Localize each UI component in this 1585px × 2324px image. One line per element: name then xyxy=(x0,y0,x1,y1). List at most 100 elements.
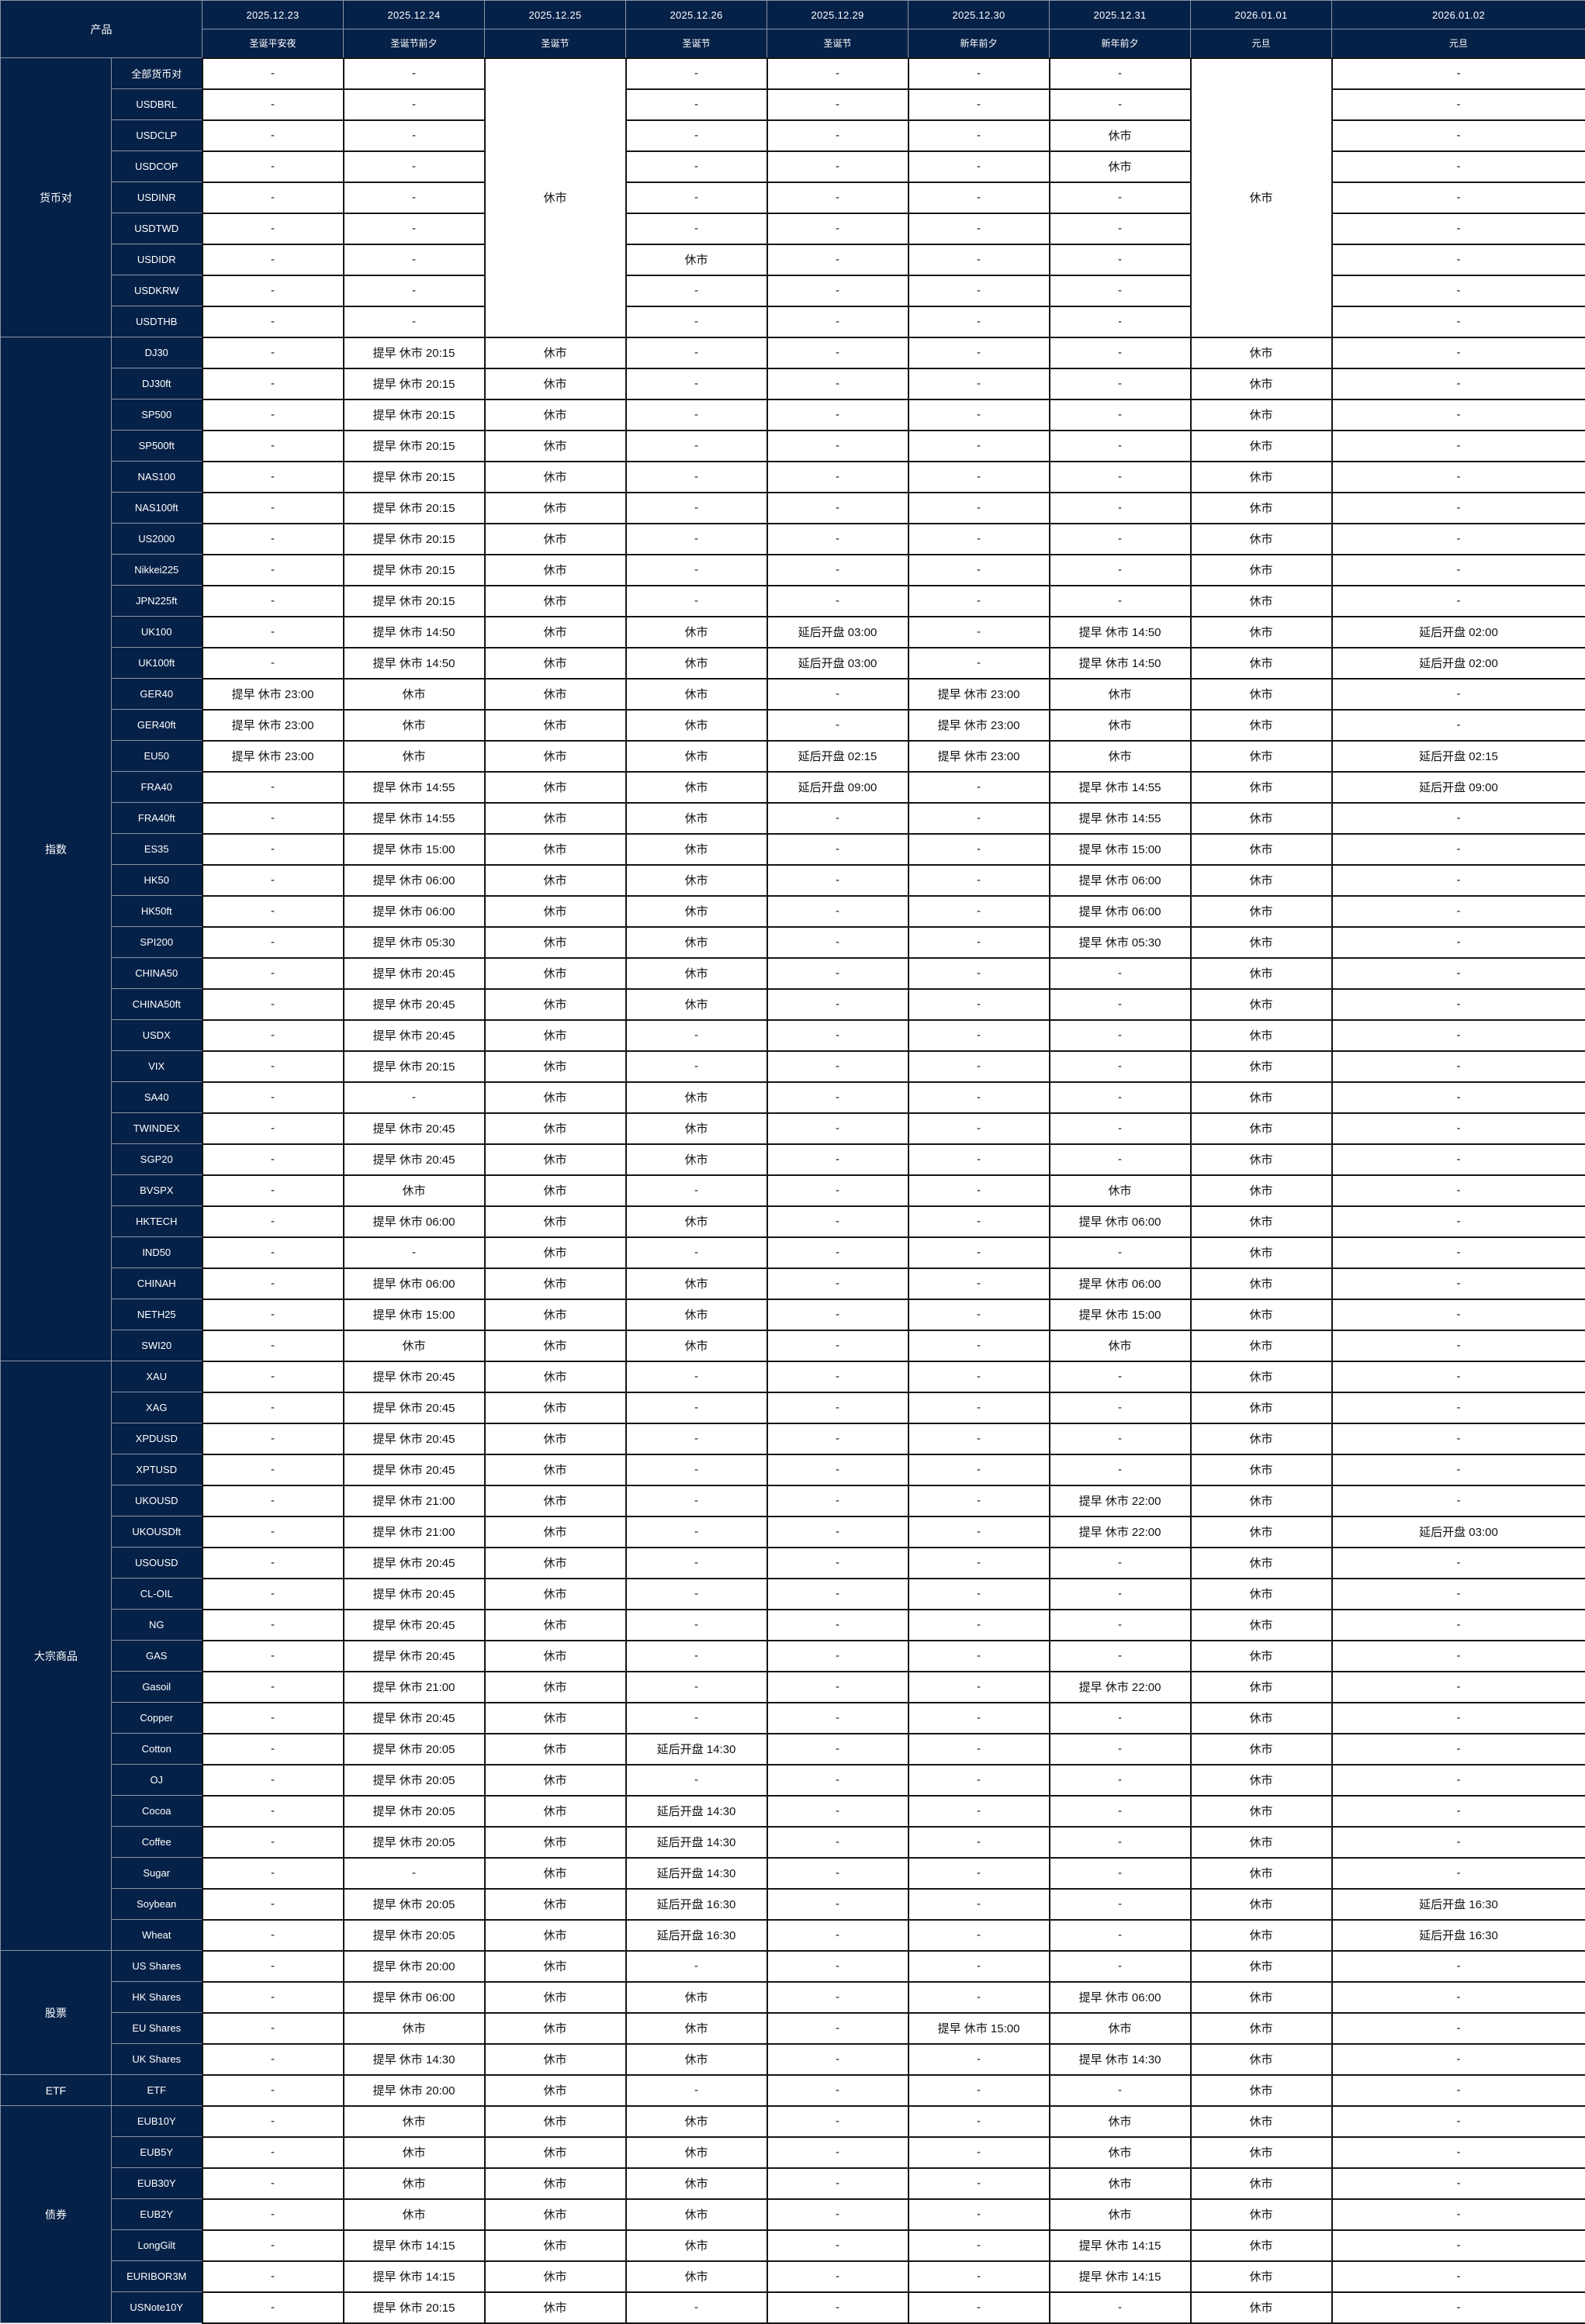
schedule-cell: 休市 xyxy=(1191,710,1332,741)
schedule-cell: 休市 xyxy=(485,1765,626,1796)
schedule-cell: - xyxy=(908,2230,1050,2261)
schedule-cell: - xyxy=(767,927,908,958)
schedule-cell: - xyxy=(202,989,344,1020)
schedule-cell: - xyxy=(202,493,344,524)
schedule-cell: - xyxy=(202,865,344,896)
schedule-cell: 提早 休市 20:45 xyxy=(344,958,485,989)
product-cell: Coffee xyxy=(112,1827,202,1858)
schedule-cell: - xyxy=(908,648,1050,679)
schedule-cell: - xyxy=(344,1858,485,1889)
schedule-cell: - xyxy=(202,337,344,368)
schedule-cell: - xyxy=(1332,1144,1585,1175)
product-cell: SP500 xyxy=(112,399,202,431)
schedule-cell: 休市 xyxy=(1191,679,1332,710)
schedule-cell: - xyxy=(1332,1579,1585,1610)
product-cell: USDIDR xyxy=(112,244,202,275)
schedule-cell: - xyxy=(908,1299,1050,1330)
schedule-cell: - xyxy=(344,1082,485,1113)
schedule-cell: 提早 休市 20:45 xyxy=(344,989,485,1020)
schedule-cell: - xyxy=(767,58,908,89)
schedule-cell: - xyxy=(908,1423,1050,1454)
schedule-cell: - xyxy=(1050,1765,1191,1796)
schedule-cell: - xyxy=(1050,368,1191,399)
schedule-cell: 休市 xyxy=(1191,337,1332,368)
schedule-cell: 休市 xyxy=(344,2106,485,2137)
product-cell: Cocoa xyxy=(112,1796,202,1827)
schedule-cell: 休市 xyxy=(485,1051,626,1082)
table-row: IND50--休市----休市- xyxy=(1,1237,1585,1268)
schedule-cell: 提早 休市 14:55 xyxy=(1050,803,1191,834)
schedule-cell: 休市 xyxy=(1191,617,1332,648)
schedule-cell: 延后开盘 16:30 xyxy=(626,1920,767,1951)
schedule-cell: - xyxy=(1332,493,1585,524)
schedule-cell: 提早 休市 20:45 xyxy=(344,1703,485,1734)
schedule-cell: - xyxy=(767,2168,908,2199)
schedule-cell: - xyxy=(908,586,1050,617)
schedule-cell: 休市 xyxy=(485,741,626,772)
schedule-cell: - xyxy=(202,648,344,679)
schedule-cell: 休市 xyxy=(485,1982,626,2013)
schedule-cell: - xyxy=(626,1610,767,1641)
product-cell: Soybean xyxy=(112,1889,202,1920)
product-cell: SWI20 xyxy=(112,1330,202,1361)
schedule-cell: - xyxy=(1332,555,1585,586)
schedule-cell: 休市 xyxy=(1191,399,1332,431)
schedule-cell: 休市 xyxy=(1191,648,1332,679)
schedule-cell: - xyxy=(1332,58,1585,89)
schedule-cell: 休市 xyxy=(1191,2292,1332,2323)
schedule-cell: 休市 xyxy=(626,896,767,927)
schedule-cell: 提早 休市 20:05 xyxy=(344,1765,485,1796)
schedule-cell: - xyxy=(202,617,344,648)
schedule-cell: - xyxy=(202,1610,344,1641)
schedule-cell: - xyxy=(1050,1237,1191,1268)
schedule-cell: 休市 xyxy=(1191,1113,1332,1144)
table-row: USDKRW------- xyxy=(1,275,1585,306)
schedule-cell: - xyxy=(626,555,767,586)
schedule-cell: - xyxy=(767,1237,908,1268)
schedule-cell: 休市 xyxy=(485,679,626,710)
schedule-cell: 提早 休市 06:00 xyxy=(344,1268,485,1299)
schedule-cell: - xyxy=(1050,1920,1191,1951)
schedule-cell: - xyxy=(767,1485,908,1516)
table-row: USDIDR--休市---- xyxy=(1,244,1585,275)
schedule-cell: 休市 xyxy=(485,1175,626,1206)
schedule-cell: - xyxy=(626,1020,767,1051)
header-date-cell: 2026.01.01 xyxy=(1191,1,1332,29)
schedule-cell: - xyxy=(1332,2044,1585,2075)
schedule-cell: - xyxy=(1332,2075,1585,2106)
schedule-cell: - xyxy=(202,2230,344,2261)
schedule-cell: - xyxy=(202,1082,344,1113)
schedule-cell: - xyxy=(1332,213,1585,244)
schedule-cell: - xyxy=(626,1641,767,1672)
schedule-cell: - xyxy=(202,1485,344,1516)
schedule-cell: - xyxy=(202,1765,344,1796)
schedule-cell: 提早 休市 14:55 xyxy=(1050,772,1191,803)
schedule-cell: - xyxy=(202,1206,344,1237)
schedule-cell: 休市 xyxy=(1191,462,1332,493)
product-cell: GER40 xyxy=(112,679,202,710)
schedule-cell: - xyxy=(1050,1796,1191,1827)
schedule-cell: - xyxy=(908,1516,1050,1548)
schedule-cell: 休市 xyxy=(626,1330,767,1361)
product-cell: USDX xyxy=(112,1020,202,1051)
schedule-cell: 休市 xyxy=(485,2261,626,2292)
schedule-cell: 提早 休市 20:05 xyxy=(344,1734,485,1765)
schedule-cell: - xyxy=(202,1516,344,1548)
schedule-cell: 休市 xyxy=(485,524,626,555)
product-cell: ES35 xyxy=(112,834,202,865)
product-cell: Nikkei225 xyxy=(112,555,202,586)
schedule-cell: - xyxy=(202,803,344,834)
schedule-cell: - xyxy=(1332,1051,1585,1082)
schedule-cell: 提早 休市 20:00 xyxy=(344,1951,485,1982)
schedule-cell: - xyxy=(767,710,908,741)
schedule-cell: 提早 休市 22:00 xyxy=(1050,1485,1191,1516)
schedule-cell: 休市 xyxy=(485,2199,626,2230)
schedule-cell: 休市 xyxy=(1191,1796,1332,1827)
schedule-cell: 休市 xyxy=(485,2106,626,2137)
